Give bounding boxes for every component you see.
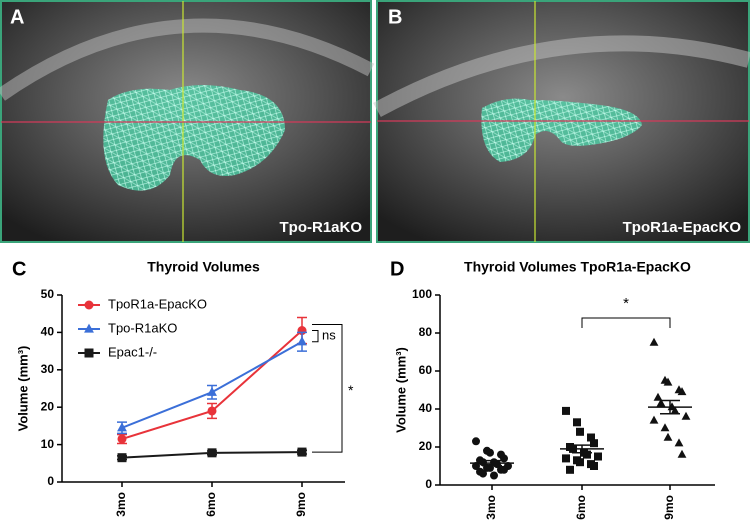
y-tick-label: 40 [419, 401, 433, 415]
data-point [674, 438, 684, 447]
sem-bar [572, 444, 592, 454]
panel-letter: C [12, 258, 26, 280]
data-point [594, 452, 602, 461]
data-point [573, 418, 581, 427]
data-point [562, 406, 570, 415]
data-point [297, 336, 307, 346]
x-tick-label: 9mo [294, 492, 308, 517]
y-tick-label: 60 [419, 363, 433, 377]
data-point [590, 439, 598, 448]
data-point [117, 434, 127, 444]
data-point [649, 337, 659, 346]
thyroid-mesh-lines [481, 98, 642, 162]
data-point [677, 387, 687, 396]
chart-title: Thyroid Volumes [147, 259, 260, 275]
panel-letter: D [390, 258, 404, 280]
y-tick-label: 10 [41, 437, 55, 451]
sem-bar [482, 459, 502, 467]
ultrasound-panel: B TpoR1a-EpacKO [373, 0, 750, 243]
data-point [479, 469, 487, 478]
y-tick-label: 50 [41, 287, 55, 301]
data-point [207, 386, 217, 396]
data-point [500, 465, 508, 474]
bracket [312, 324, 343, 453]
data-point [117, 422, 127, 432]
bracket [312, 330, 319, 343]
data-point [472, 437, 480, 446]
data-point [670, 406, 680, 415]
data-point [490, 471, 498, 480]
x-tick-label: 9mo [662, 495, 676, 520]
data-point [472, 462, 480, 470]
annotation: ns [322, 328, 336, 343]
y-tick-label: 0 [47, 474, 54, 488]
data-point [590, 462, 598, 470]
data-point [207, 406, 217, 416]
bracket [581, 317, 671, 328]
data-point [297, 447, 307, 457]
y-axis-label: Volume (mm³) [15, 346, 30, 432]
x-tick-label: 6mo [204, 492, 218, 517]
y-tick-label: 30 [41, 362, 55, 376]
x-tick-label: 6mo [574, 495, 588, 520]
x-tick-label: 3mo [114, 492, 128, 517]
legend-label: Tpo-R1aKO [108, 320, 177, 335]
data-point [566, 465, 574, 474]
legend-label: Epac1-/- [108, 344, 157, 359]
data-point [576, 427, 584, 436]
data-point [663, 377, 673, 386]
annotation: * [348, 382, 354, 398]
data-point [587, 433, 595, 442]
panel-letter: A [10, 6, 24, 28]
image-caption: TpoR1a-EpacKO [623, 219, 742, 236]
y-tick-label: 0 [425, 477, 432, 491]
annotation: * [623, 295, 629, 312]
data-point [576, 458, 584, 467]
x-tick-label: 3mo [484, 495, 498, 520]
sem-bar [660, 399, 680, 415]
tissue-band [373, 35, 750, 118]
ultrasound-panel: A Tpo-R1aKO [0, 0, 375, 243]
data-point [207, 448, 217, 458]
data-point [649, 415, 659, 424]
data-point [660, 423, 670, 432]
legend-marker [84, 348, 94, 358]
legend-marker [84, 323, 94, 333]
panel-letter: B [388, 6, 402, 28]
data-point [681, 411, 691, 420]
y-axis-label: Volume (mm³) [393, 347, 408, 433]
data-point [583, 450, 591, 459]
chart-title: Thyroid Volumes TpoR1a-EpacKO [464, 259, 691, 275]
y-tick-label: 20 [41, 399, 55, 413]
legend-marker [84, 300, 94, 310]
legend-label: TpoR1a-EpacKO [108, 296, 207, 311]
data-point [663, 432, 673, 441]
thyroid-mesh-lines [103, 85, 285, 191]
y-tick-label: 80 [419, 325, 433, 339]
data-point [486, 448, 494, 457]
data-point [656, 398, 666, 407]
data-point [562, 454, 570, 463]
y-tick-label: 100 [412, 287, 432, 301]
y-tick-label: 40 [41, 325, 55, 339]
y-tick-label: 20 [419, 439, 433, 453]
data-point [677, 449, 687, 458]
image-caption: Tpo-R1aKO [280, 219, 363, 236]
data-point [653, 392, 663, 401]
data-point [117, 453, 127, 463]
